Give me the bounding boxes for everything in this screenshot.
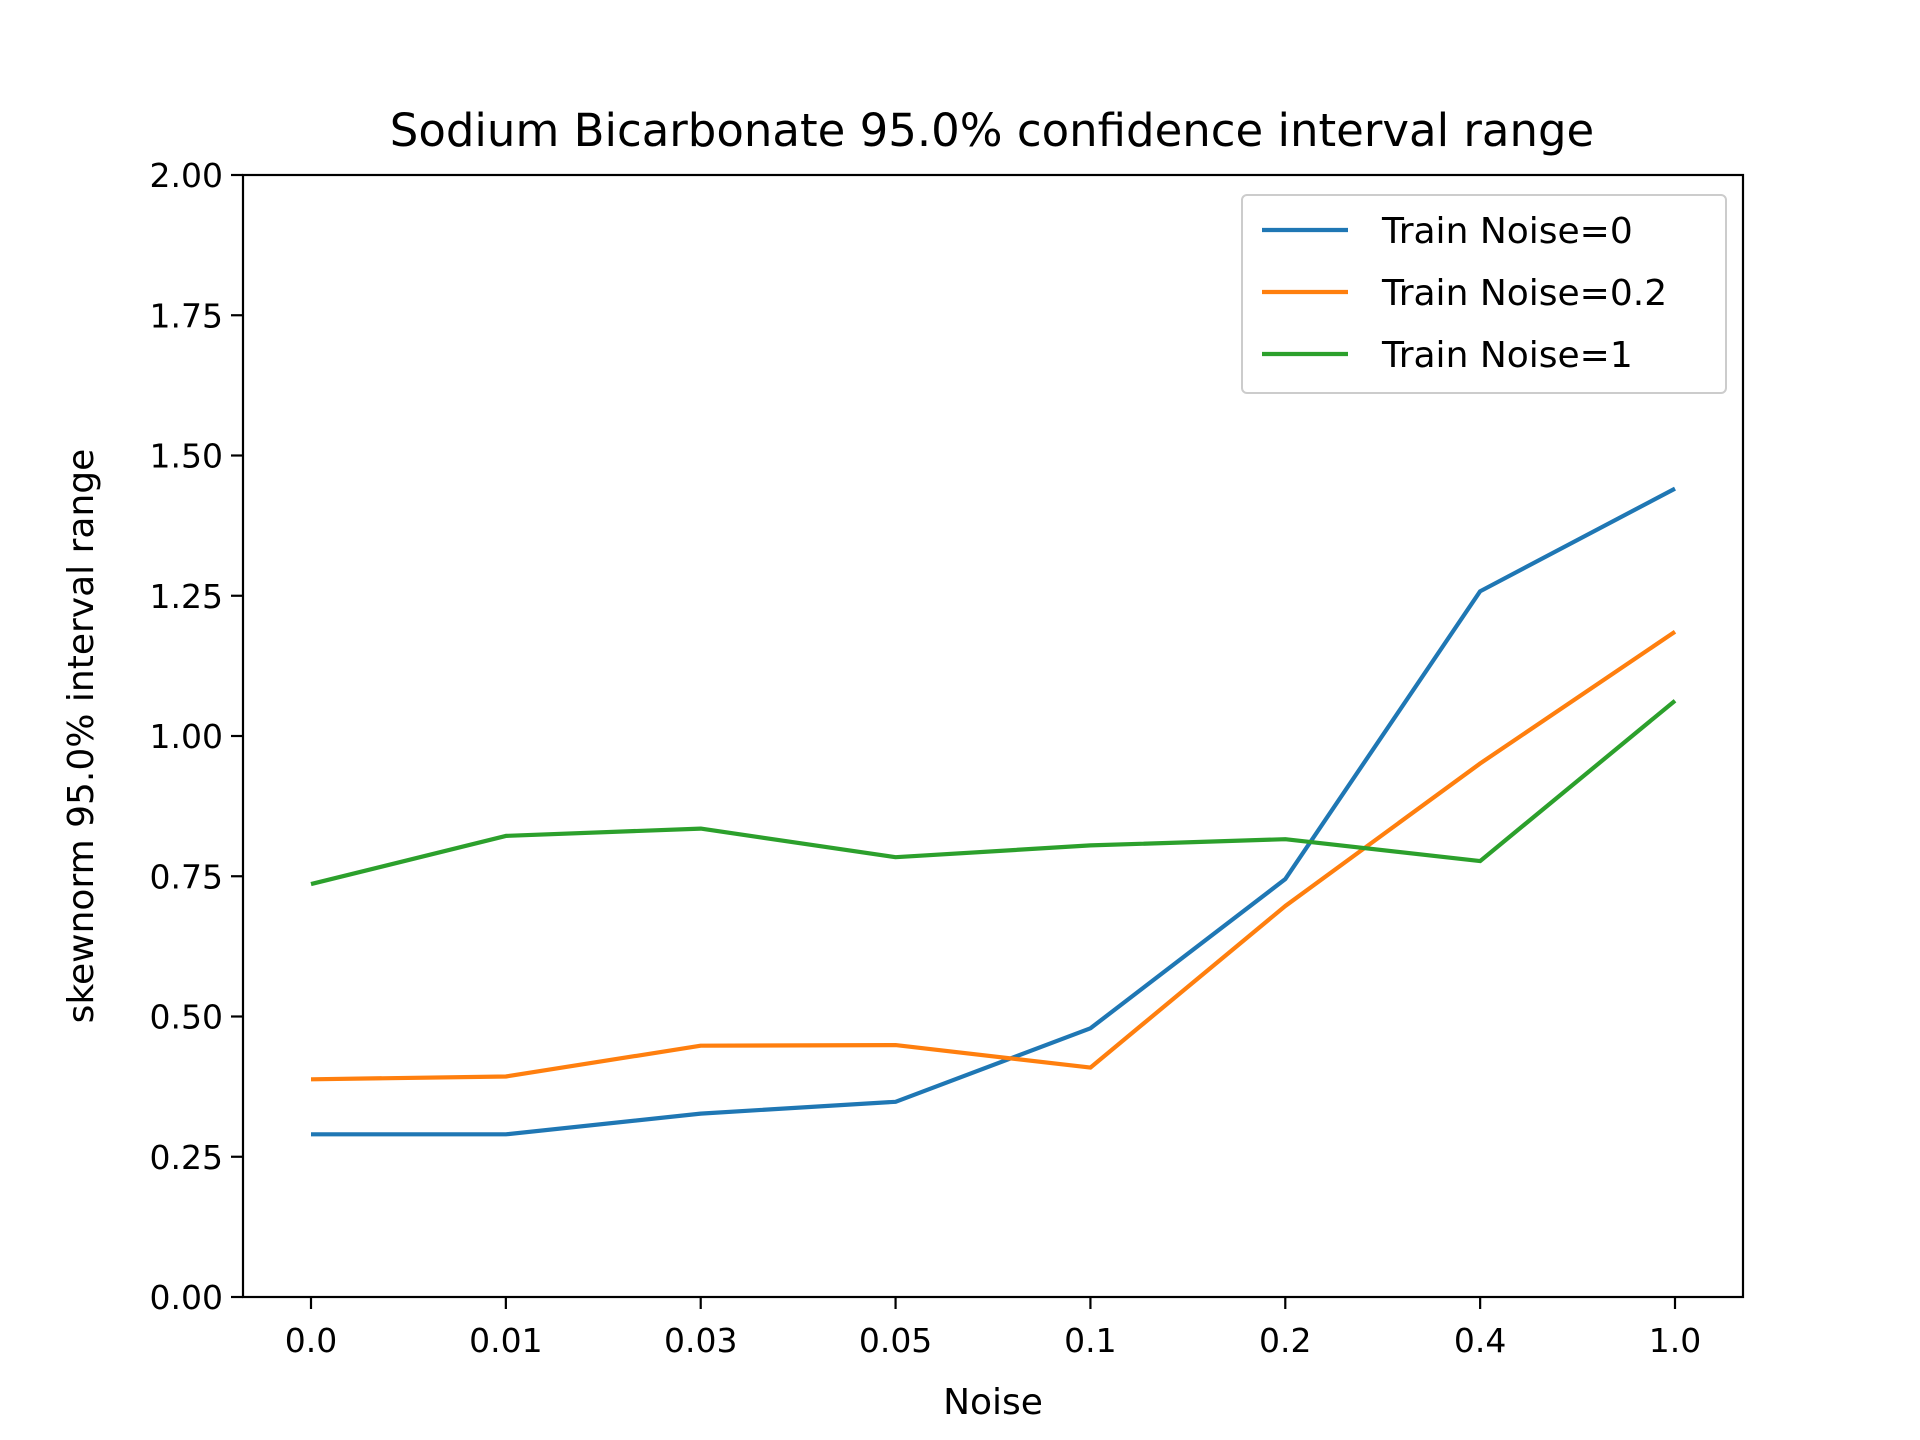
y-tick-label: 2.00: [150, 156, 223, 195]
legend-label: Train Noise=1: [1381, 335, 1633, 376]
y-tick-label: 1.50: [150, 437, 223, 476]
x-tick-label: 0.4: [1454, 1321, 1506, 1360]
legend-label: Train Noise=0.2: [1381, 273, 1667, 314]
x-tick-label: 0.03: [664, 1321, 737, 1360]
y-axis-label: skewnorm 95.0% interval range: [61, 449, 102, 1024]
x-tick-label: 0.2: [1259, 1321, 1311, 1360]
x-axis-label: Noise: [943, 1382, 1043, 1423]
x-tick-label: 0.05: [859, 1321, 932, 1360]
x-tick-label: 0.1: [1064, 1321, 1116, 1360]
series-line-0: [311, 486, 1676, 1137]
series-line-2: [310, 699, 1677, 887]
chart-title: Sodium Bicarbonate 95.0% confidence inte…: [390, 104, 1594, 157]
y-axis: 0.00 0.25 0.50 0.75 1.00 1.25 1.50 1.75 2.00: [150, 156, 243, 1317]
y-tick-label: 0.00: [150, 1278, 223, 1317]
y-tick-label: 1.25: [150, 577, 223, 616]
y-tick-label: 1.00: [150, 717, 223, 756]
y-tick-label: 1.75: [150, 296, 223, 335]
x-tick-label: 1.0: [1649, 1321, 1701, 1360]
y-tick-label: 0.50: [150, 998, 223, 1037]
legend: Train Noise=0 Train Noise=0.2 Train Noise=…: [1241, 194, 1727, 394]
plot-lines: [310, 486, 1677, 1137]
x-axis: 0.0 0.01 0.03 0.05 0.1 0.2 0.4 1.0: [285, 1297, 1701, 1360]
legend-box: [1241, 194, 1727, 394]
y-tick-label: 0.25: [150, 1138, 223, 1177]
y-tick-label: 0.75: [150, 857, 223, 896]
x-tick-label: 0.0: [285, 1321, 337, 1360]
legend-label: Train Noise=0: [1381, 211, 1633, 252]
x-tick-label: 0.01: [469, 1321, 542, 1360]
series-line-1: [310, 629, 1677, 1082]
